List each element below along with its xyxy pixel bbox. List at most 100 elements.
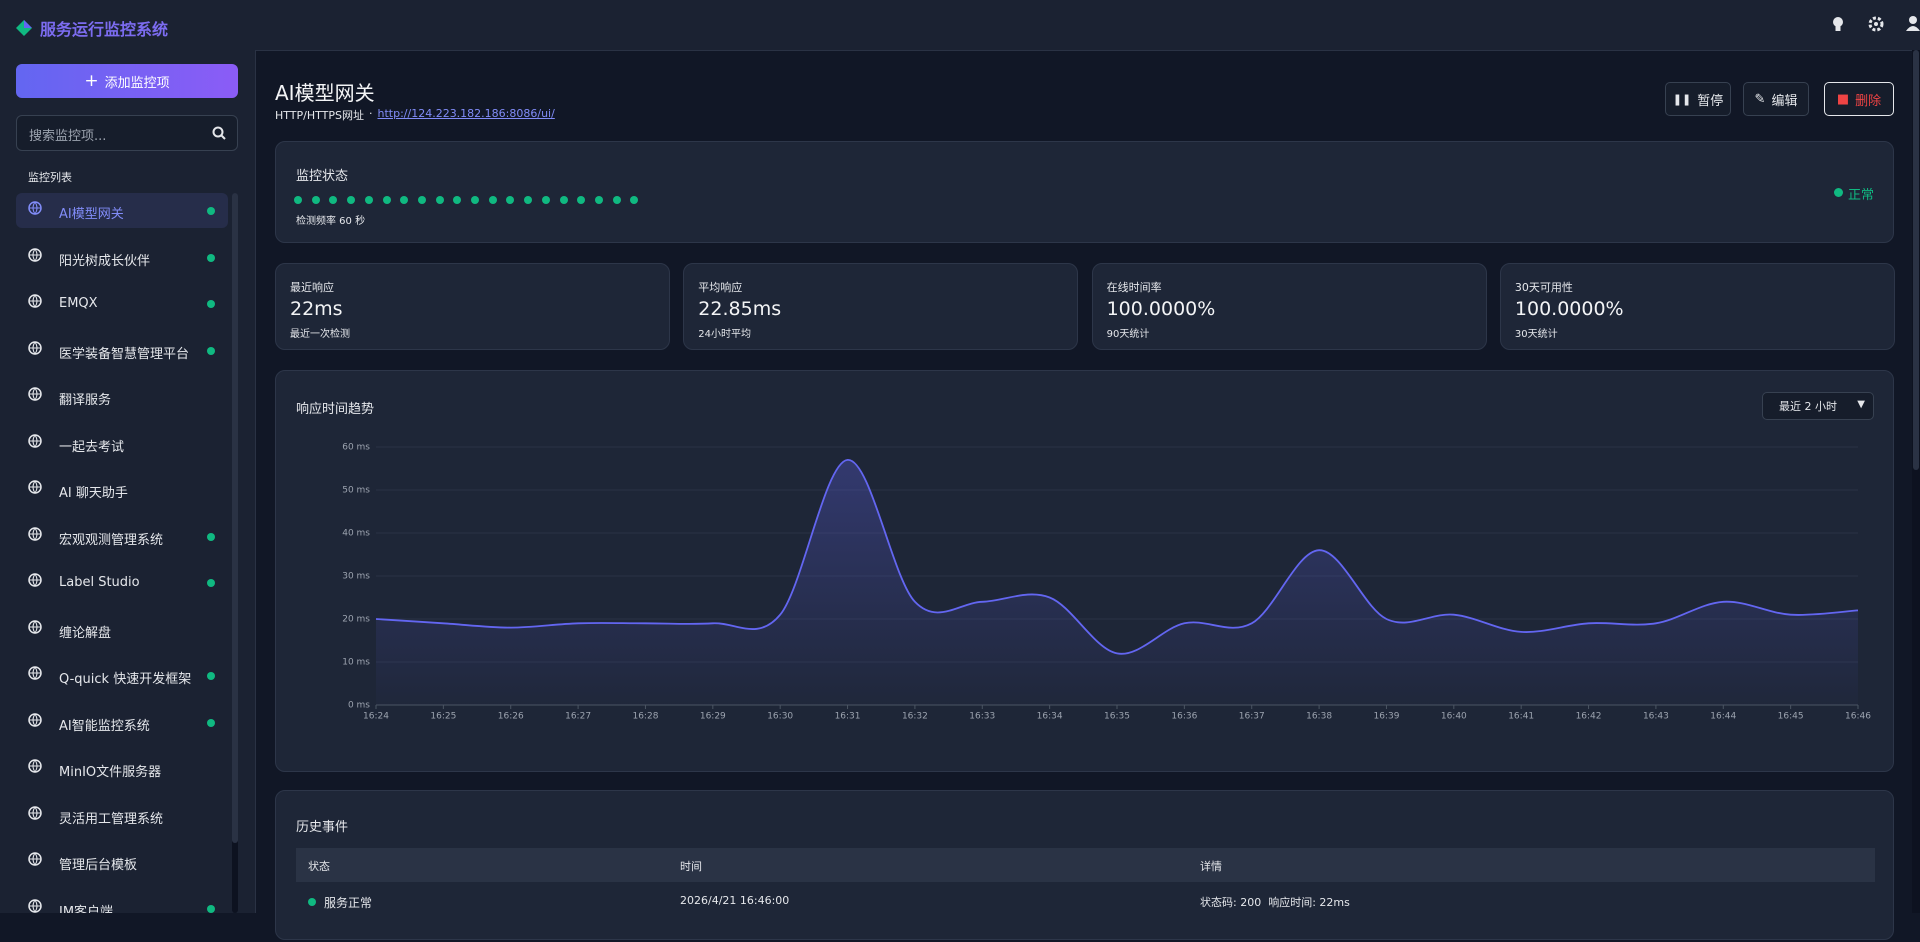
monitor-item[interactable]: Label Studio [16, 565, 228, 600]
delete-icon: ■ [1836, 91, 1850, 107]
stat-card: 在线时间率 100.0000% 90天统计 [1091, 263, 1487, 350]
online-dot [207, 300, 215, 308]
range-label: 最近 2 小时 [1779, 400, 1837, 413]
edit-icon: ✎ [1754, 91, 1766, 107]
globe-lines [29, 294, 41, 308]
monitor-name: MinIO文件服务器 [59, 765, 162, 780]
heartbeat [294, 196, 302, 204]
search-box[interactable]: 搜索监控项... [16, 115, 238, 151]
edit-label: 编辑 [1771, 93, 1798, 109]
monitor-item[interactable]: 翻译服务 [16, 379, 228, 414]
theme-icon[interactable] [1830, 15, 1846, 33]
status-dot [308, 898, 316, 906]
search-icon [212, 126, 226, 140]
stat-note: 最近一次检测 [290, 329, 350, 340]
select-caret: ▼ [1857, 399, 1865, 410]
monitor-item[interactable]: 灵活用工管理系统 [16, 798, 228, 833]
delete-button[interactable]: ■ 删除 [1824, 82, 1894, 116]
monitor-item[interactable]: IM客户端 [16, 891, 228, 914]
globe-lines [29, 341, 41, 355]
online-dot [207, 532, 215, 541]
status-title: 监控状态 [296, 169, 349, 184]
online-dot [207, 346, 215, 355]
plus-icon: + [84, 71, 99, 91]
heartbeat [453, 196, 462, 204]
heartbeat [382, 196, 391, 204]
table-header: 状态 时间 详情 [296, 848, 1875, 882]
monitor-item[interactable]: AI智能监控系统 [16, 705, 228, 740]
globe-lines [29, 387, 41, 401]
monitor-item[interactable]: AI 聊天助手 [16, 472, 228, 507]
monitor-name: 灵活用工管理系统 [59, 811, 164, 827]
column-header: 详情 [1200, 860, 1222, 873]
monitor-name: IM客户端 [59, 904, 114, 914]
monitor-item[interactable]: AI模型网关 [16, 193, 228, 228]
globe-lines [29, 248, 41, 262]
online-dot [207, 904, 215, 913]
heartbeat [506, 196, 515, 204]
stat-card: 平均响应 22.85ms 24小时平均 [683, 263, 1079, 350]
interval: 检测频率 60 秒 [296, 216, 366, 227]
stat-note: 24小时平均 [698, 329, 752, 340]
monitor-name: 医学装备智慧管理平台 [59, 346, 190, 362]
edit-button[interactable]: ✎ 编辑 [1743, 82, 1809, 116]
monitor-item[interactable]: EMQX [16, 286, 228, 321]
heartbeat [364, 196, 373, 204]
online-dot [207, 672, 215, 680]
monitor-item[interactable]: 宏观观测管理系统 [16, 519, 228, 554]
column-header: 时间 [680, 860, 702, 873]
globe-lines [29, 434, 41, 448]
add-button[interactable]: + 添加监控项 [16, 64, 238, 98]
pause-button[interactable]: ❚❚ 暂停 [1665, 82, 1731, 116]
event-status: 服务正常 [324, 896, 373, 910]
search-placeholder: 搜索监控项... [29, 129, 107, 144]
history-card: 历史事件 状态 时间 详情 服务正常 2026/4/21 16:46:00 状态码: 2… [275, 790, 1894, 940]
monitor-item[interactable]: 管理后台模板 [16, 844, 228, 879]
monitor-list: AI模型网关阳光树成长伙伴 EMQX 医学装备智慧管理平台 翻译服务一起去考试 AI 聊… [0, 0, 255, 913]
globe-icon [28, 480, 42, 494]
heartbeat [400, 196, 409, 204]
monitor-type: HTTP/HTTPS网址 [275, 109, 364, 122]
globe-lines [29, 201, 41, 215]
heartbeat [471, 196, 479, 204]
monitor-item[interactable]: 医学装备智慧管理平台 [16, 333, 228, 368]
monitor-name: 宏观观测管理系统 [59, 532, 164, 548]
monitor-name: 阳光树成长伙伴 [59, 253, 151, 269]
monitor-name: AI智能监控系统 [59, 718, 150, 734]
monitor-item[interactable]: 一起去考试 [16, 426, 228, 461]
monitor-item[interactable]: MinIO文件服务器 [16, 751, 228, 786]
monitor-item[interactable]: 缠论解盘 [16, 612, 228, 647]
heartbeat [559, 196, 568, 204]
stat-label: 最近响应 [290, 281, 334, 294]
add-label: 添加监控项 [104, 75, 170, 91]
settings-icon[interactable] [1868, 16, 1884, 32]
stat-value: 22.85ms [698, 298, 782, 320]
globe-icon [28, 712, 42, 727]
pause-icon: ❚❚ [1672, 92, 1692, 106]
monitor-name: AI 聊天助手 [59, 486, 128, 501]
state: 正常 [1848, 188, 1875, 203]
globe-lines [29, 620, 41, 634]
chart-title: 响应时间趋势 [296, 402, 375, 417]
delete-label: 删除 [1855, 93, 1882, 109]
history-title: 历史事件 [296, 820, 349, 835]
user-menu[interactable] [1906, 15, 1920, 33]
globe-icon [28, 201, 42, 215]
separator: · [369, 107, 373, 120]
monitor-name: AI模型网关 [59, 207, 124, 222]
heartbeat [612, 196, 621, 204]
globe-icon [28, 852, 42, 866]
url-link[interactable]: http://124.223.182.186:8086/ui/ [377, 107, 555, 120]
online-dot [207, 207, 215, 215]
stat-note: 90天统计 [1106, 329, 1150, 340]
monitor-item[interactable]: 阳光树成长伙伴 [16, 240, 228, 275]
globe-lines [29, 666, 41, 680]
stat-value: 100.0000% [1106, 298, 1216, 320]
event-time: 2026/4/21 16:46:00 [680, 894, 790, 907]
monitor-item[interactable]: Q-quick 快速开发框架 [16, 658, 228, 693]
range-select[interactable]: 最近 2 小时 ▼ [1762, 392, 1874, 420]
stat-label: 30天可用性 [1514, 281, 1573, 294]
monitor-name: EMQX [59, 296, 98, 311]
monitor-name: 翻译服务 [59, 393, 112, 408]
event-detail: 状态码: 200 响应时间: 22ms [1200, 896, 1350, 909]
